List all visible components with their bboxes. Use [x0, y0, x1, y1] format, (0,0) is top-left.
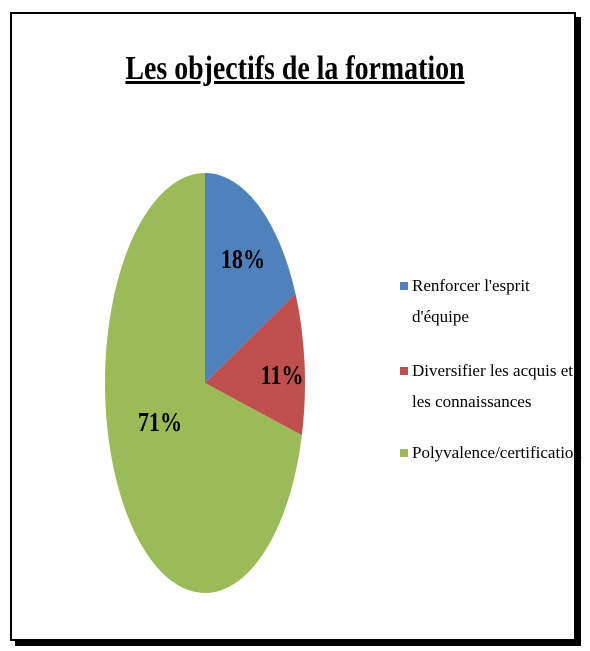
- chart-title: Les objectifs de la formation: [125, 50, 465, 87]
- pie-slice: [205, 173, 296, 383]
- data-label: 71%: [138, 408, 182, 438]
- legend-swatch: [400, 449, 408, 457]
- legend-swatch: [400, 282, 408, 290]
- data-label: 18%: [221, 245, 265, 275]
- legend-entry: Renforcer l'esprit d'équipe: [400, 270, 585, 332]
- legend-label: Renforcer l'esprit d'équipe: [412, 276, 530, 326]
- legend-entry: Polyvalence/certification: [400, 437, 585, 468]
- legend-entry: Diversifier les acquis et les connaissan…: [400, 355, 585, 417]
- legend-swatch: [400, 367, 408, 375]
- pie-slice: [205, 293, 305, 436]
- legend-label: Diversifier les acquis et les connaissan…: [412, 361, 573, 411]
- legend-label: Polyvalence/certification: [412, 443, 582, 462]
- pie-slice: [104, 173, 302, 593]
- data-label: 11%: [260, 361, 303, 391]
